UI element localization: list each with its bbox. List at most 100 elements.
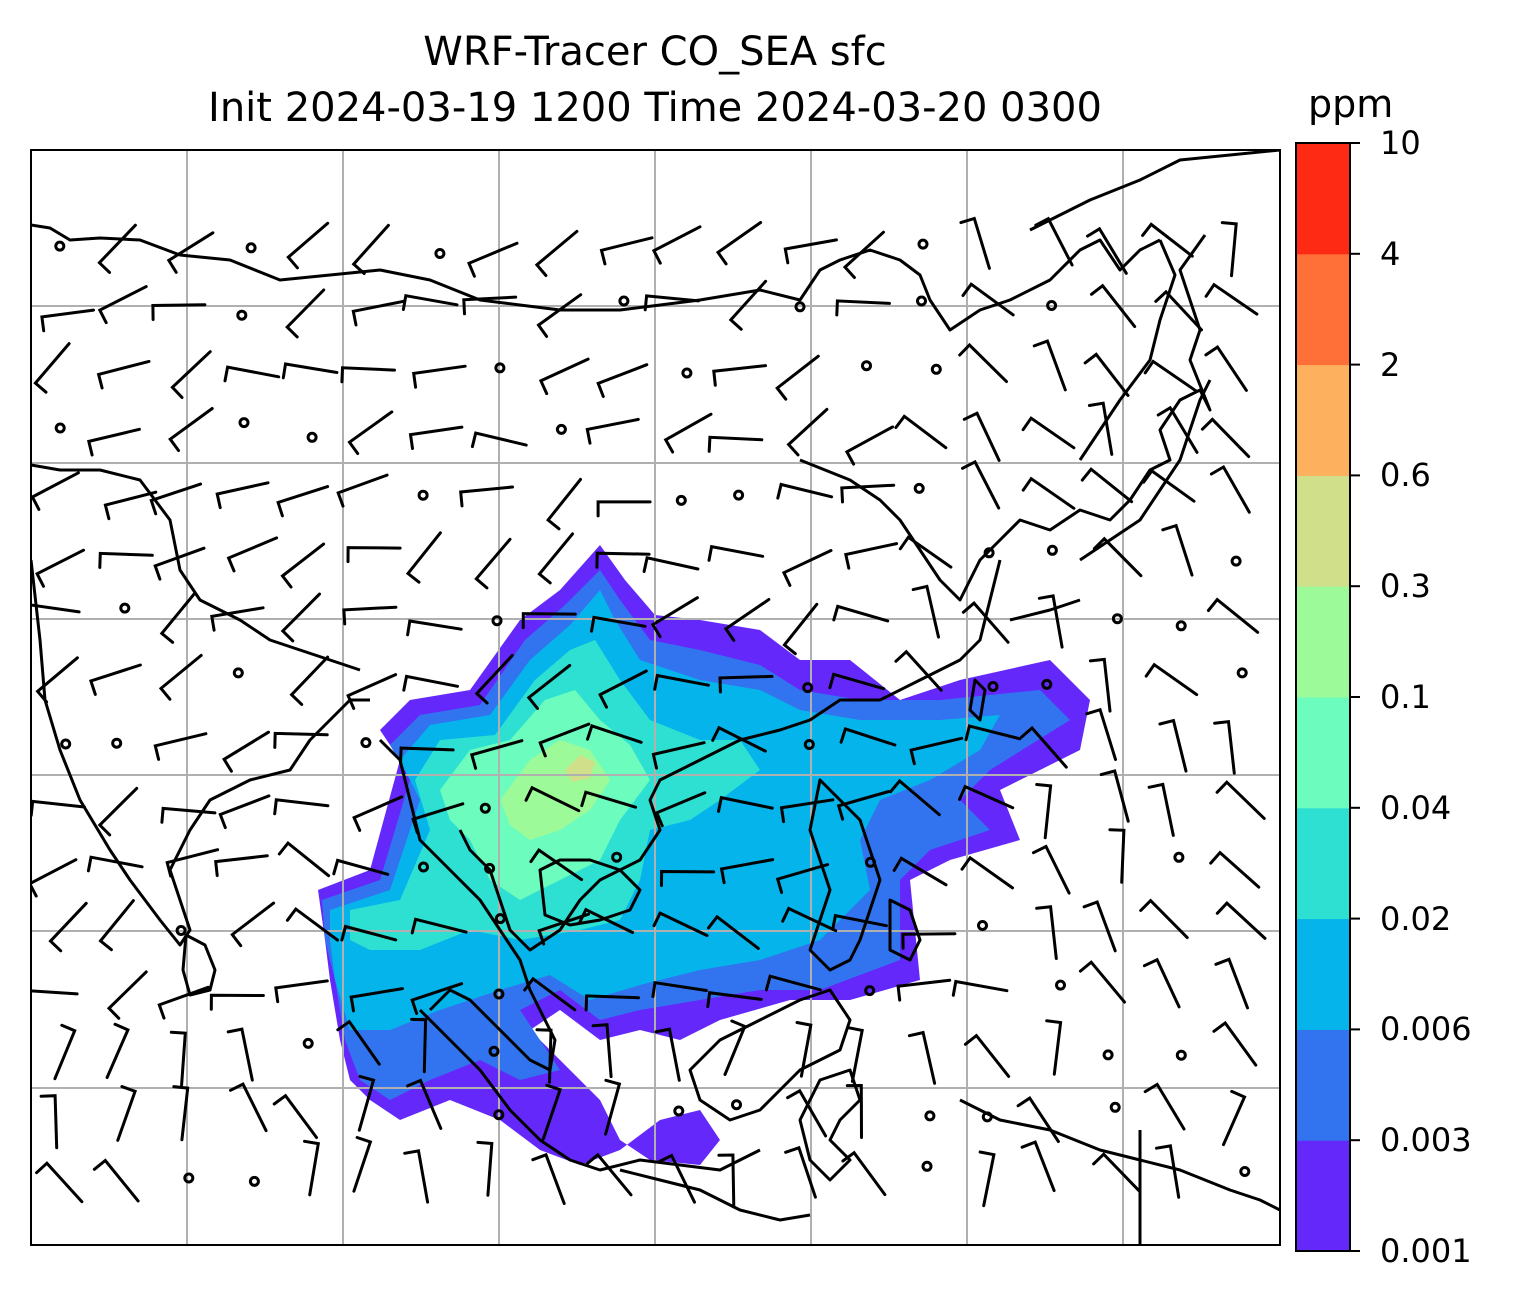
calm-wind-marker [555, 423, 567, 435]
wind-barb [223, 365, 281, 383]
calm-wind-marker [1109, 1101, 1121, 1113]
wind-barb [717, 795, 774, 813]
wind-barb [960, 855, 1014, 890]
wind-barb [651, 225, 702, 265]
wind-barb [405, 531, 442, 584]
coastline-borneo [688, 988, 852, 1122]
calm-wind-marker [924, 1110, 936, 1122]
wind-barb [289, 655, 330, 706]
coastline-new-guinea [959, 1098, 1280, 1245]
wind-barb [285, 288, 326, 339]
colorbar-tick-label: 0.1 [1380, 678, 1431, 716]
calm-wind-marker [1175, 1049, 1187, 1061]
wind-barb [98, 551, 154, 569]
wind-barb [836, 790, 891, 821]
wind-barb [1020, 1140, 1056, 1193]
wind-barb [40, 308, 95, 333]
wind-barb [160, 806, 217, 824]
wind-barb [786, 1088, 828, 1138]
wind-barb [1021, 476, 1076, 510]
wind-barb [845, 1083, 863, 1139]
wind-barb [652, 911, 709, 937]
wind-barb [402, 674, 459, 692]
wind-barb [595, 551, 651, 569]
wind-barb [1016, 1096, 1060, 1143]
calm-wind-marker [1102, 1049, 1114, 1061]
wind-barb [116, 1085, 138, 1142]
wind-barb [909, 736, 964, 766]
wind-barb [961, 600, 1010, 644]
wind-barb [96, 359, 151, 390]
wind-barb [272, 1093, 318, 1139]
wind-barb [218, 794, 271, 830]
wind-barb [892, 856, 948, 887]
calm-wind-marker [733, 489, 745, 501]
wind-barb [523, 976, 577, 1012]
colorbar-tick-label: 0.04 [1380, 788, 1452, 827]
wind-barb [1031, 844, 1071, 895]
colorbar-block [1296, 253, 1350, 366]
wind-barb [962, 411, 1001, 462]
wind-barb [907, 1030, 937, 1085]
calm-wind-marker [921, 1160, 933, 1172]
wind-barb [1215, 900, 1267, 940]
wind-barb [660, 869, 716, 887]
wind-barb [151, 303, 207, 321]
wind-barb [1204, 345, 1248, 392]
wind-barb [215, 481, 270, 510]
wind-barb [1092, 536, 1143, 578]
colorbar-block [1296, 1029, 1350, 1141]
wind-barb [961, 459, 1001, 510]
wind-barb [1143, 359, 1198, 393]
wind-barb [1045, 1019, 1063, 1076]
wind-barb [209, 993, 265, 1011]
calm-wind-marker [977, 920, 988, 931]
wind-barb [470, 431, 528, 449]
calm-wind-marker [488, 1045, 500, 1057]
wind-barb [410, 982, 464, 1015]
coastline-sumatra [418, 1008, 761, 1172]
wind-barb [1092, 1152, 1142, 1194]
wind-barb [351, 299, 406, 327]
wind-barb [346, 673, 398, 710]
wind-barb [157, 985, 210, 1020]
wind-barb [411, 802, 465, 835]
wind-barb [1209, 850, 1261, 889]
wind-barb [98, 899, 135, 952]
calm-wind-marker [1173, 851, 1185, 863]
calm-wind-marker [794, 301, 806, 313]
wind-barb [651, 741, 706, 770]
wind-barb [832, 604, 890, 623]
wind-barb [169, 1030, 187, 1087]
wind-barb [911, 584, 940, 639]
calm-wind-marker [417, 489, 429, 501]
wind-barb [1204, 282, 1259, 316]
wind-barb [226, 1027, 254, 1082]
wind-barb [707, 544, 765, 562]
calm-wind-marker [302, 1037, 314, 1049]
wind-barb [53, 1023, 77, 1081]
wind-barb [1209, 464, 1251, 514]
wind-barb [535, 1028, 553, 1084]
calm-wind-marker [913, 482, 925, 494]
wind-barb [585, 1152, 633, 1197]
wind-barb [352, 1136, 373, 1193]
calm-wind-marker [238, 417, 250, 429]
wind-barb [1161, 523, 1194, 577]
wind-barb [474, 653, 514, 705]
coastline-cambodia-vietnam [538, 858, 642, 927]
wind-barb [586, 724, 643, 744]
wind-barb [545, 477, 582, 531]
calm-wind-marker [494, 362, 506, 374]
wind-barb [584, 994, 640, 1012]
chart-title-line1: WRF-Tracer CO_SEA sfc [423, 29, 887, 75]
wind-barb [273, 798, 330, 816]
calm-wind-marker [1055, 979, 1066, 991]
wind-barb [332, 858, 390, 876]
wind-barb [764, 974, 822, 992]
colorbar-block [1296, 475, 1350, 587]
calm-wind-marker [54, 422, 66, 434]
wind-barb [92, 1158, 140, 1203]
colorbar-tick-label: 0.3 [1380, 567, 1431, 606]
